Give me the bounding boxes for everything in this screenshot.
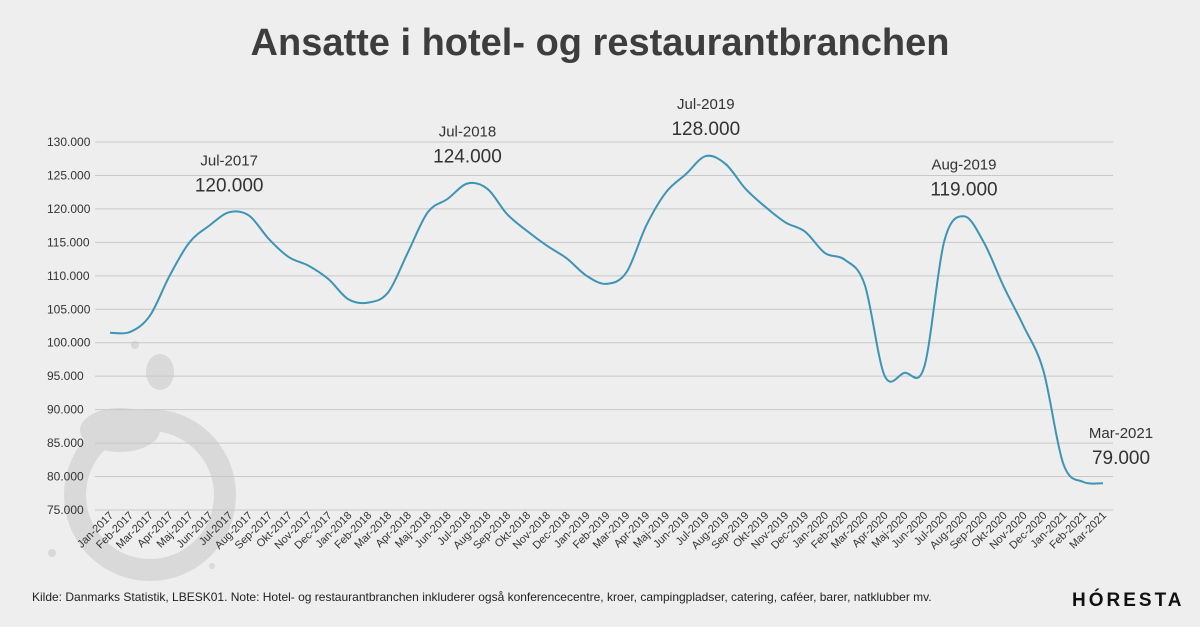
y-tick-label: 105.000: [47, 302, 91, 316]
y-tick-label: 75.000: [47, 503, 84, 517]
splash-blob: [80, 408, 160, 452]
y-tick-label: 125.000: [47, 168, 91, 182]
annotation-value: 119.000: [930, 179, 997, 200]
splash-drop: [146, 354, 174, 390]
y-tick-label: 85.000: [47, 436, 84, 450]
x-axis: Jan-2017Feb-2017Mar-2017Apr-2017Maj-2017…: [75, 510, 1109, 552]
y-axis: 130.000 125.000 120.000 115.000 110.000 105.0…: [47, 135, 91, 517]
horesta-logo: HÓRESTA: [1072, 590, 1185, 611]
annotation-date: Jul-2017: [200, 152, 258, 169]
annotation-date: Jul-2018: [439, 123, 497, 140]
annotation-date: Mar-2021: [1089, 425, 1153, 442]
y-tick-label: 120.000: [47, 202, 91, 216]
line-chart: 130.000 125.000 120.000 115.000 110.000 105.0…: [47, 96, 1153, 581]
annotation-value: 128.000: [671, 119, 740, 140]
series-line: [109, 154, 1104, 485]
series-group: [109, 154, 1104, 485]
annotations: Jul-2017 120.000 Jul-2018 124.000 Jul-2019 12…: [195, 96, 1153, 469]
ink-splash-decoration: [48, 341, 236, 581]
annotation-date: Aug-2019: [931, 156, 996, 173]
splash-dot: [131, 341, 139, 349]
y-tick-label: 130.000: [47, 135, 91, 149]
splash-dot: [48, 549, 56, 557]
y-tick-label: 100.000: [47, 336, 91, 350]
chart-title: Ansatte i hotel- og restaurantbranchen: [250, 22, 950, 64]
source-note: Kilde: Danmarks Statistik, LBESK01. Note…: [32, 590, 932, 604]
y-tick-label: 90.000: [47, 403, 84, 417]
y-tick-label: 80.000: [47, 470, 84, 484]
annotation-value: 79.000: [1092, 448, 1150, 469]
splash-dot: [209, 563, 215, 569]
annotation-date: Jul-2019: [677, 96, 735, 113]
annotation-value: 124.000: [433, 146, 502, 167]
y-tick-label: 115.000: [47, 235, 90, 249]
annotation-value: 120.000: [195, 175, 264, 196]
y-tick-label: 95.000: [47, 369, 84, 383]
y-tick-label: 110.000: [47, 269, 90, 283]
